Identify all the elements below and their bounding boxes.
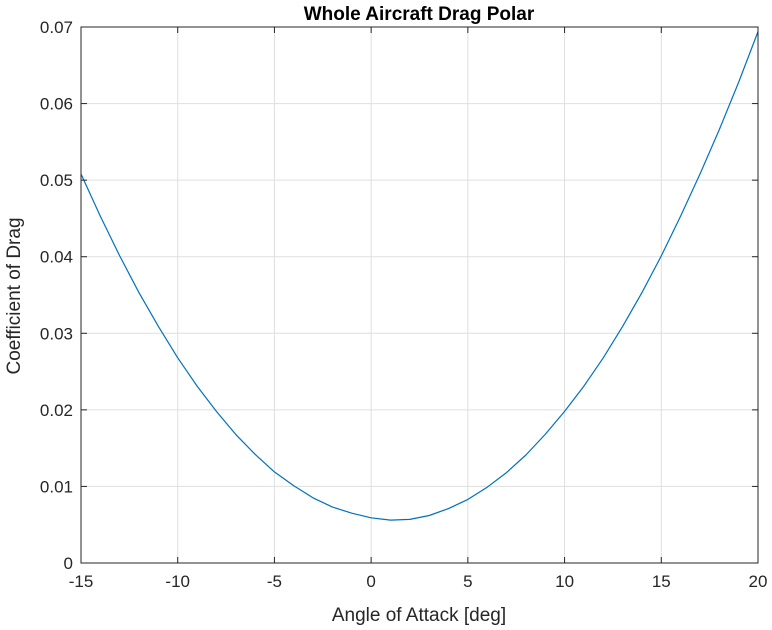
- chart-title: Whole Aircraft Drag Polar: [304, 4, 535, 25]
- x-tick-label: 10: [555, 572, 574, 591]
- x-tick-label: 5: [463, 572, 472, 591]
- drag-polar-line: [80, 31, 759, 521]
- grid-lines: [81, 27, 758, 563]
- y-tick-label: 0.06: [40, 95, 73, 114]
- x-axis-label: Angle of Attack [deg]: [332, 605, 506, 626]
- x-tick-label: -10: [165, 572, 190, 591]
- y-tick-label: 0.03: [40, 324, 73, 343]
- y-tick-label: 0.02: [40, 401, 73, 420]
- y-tick-label: 0.05: [40, 171, 73, 190]
- x-axis-ticks: -15 -10 -5 0 5 10 15 20: [69, 27, 768, 591]
- x-tick-label: 0: [366, 572, 375, 591]
- y-tick-label: 0.04: [40, 248, 73, 267]
- y-tick-label: 0: [64, 554, 73, 573]
- x-tick-label: -5: [267, 572, 282, 591]
- y-axis-ticks: 0 0.01 0.02 0.03 0.04 0.05 0.06 0.07: [40, 18, 758, 573]
- y-tick-label: 0.01: [40, 477, 73, 496]
- x-tick-label: 20: [749, 572, 768, 591]
- x-tick-label: -15: [69, 572, 94, 591]
- x-tick-label: 15: [652, 572, 671, 591]
- series-layer: [80, 31, 759, 521]
- y-axis-label: Coefficient of Drag: [4, 217, 25, 374]
- y-tick-label: 0.07: [40, 18, 73, 37]
- plot-frame: [80, 26, 759, 564]
